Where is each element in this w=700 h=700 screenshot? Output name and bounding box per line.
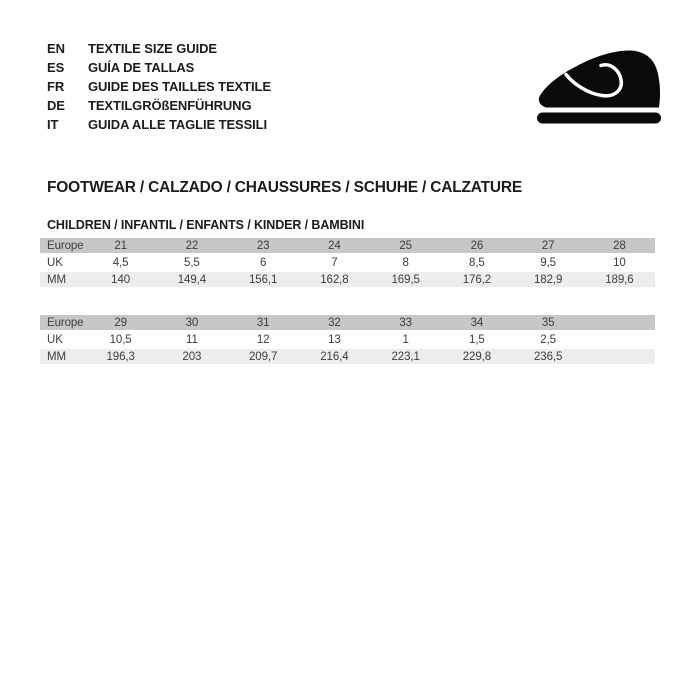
size-cell: 25	[399, 239, 412, 252]
size-cell: 34	[470, 316, 484, 329]
size-cell: 26	[470, 239, 484, 252]
size-cell: 31	[256, 316, 270, 329]
language-code: FR	[47, 79, 65, 94]
size-cell: 1,5	[469, 333, 485, 346]
size-cell: 8	[402, 256, 409, 269]
row-label: MM	[47, 350, 66, 363]
row-label: MM	[47, 273, 66, 286]
size-cell: 28	[613, 239, 626, 252]
row-label: UK	[47, 256, 63, 269]
language-title: GUIDA ALLE TAGLIE TESSILI	[88, 117, 268, 132]
size-cell: 30	[185, 316, 199, 329]
size-cell: 10	[613, 256, 626, 269]
size-cell: 1	[402, 333, 409, 346]
table-row-uk: UK 10,5 11 12 13 1 1,5 2,5	[40, 332, 655, 347]
language-row-en: EN TEXTILE SIZE GUIDE	[47, 39, 271, 58]
language-title: TEXTILGRÖßENFÜHRUNG	[88, 98, 252, 113]
table-row-europe: Europe 29 30 31 32 33 34 35	[40, 315, 655, 330]
row-label: UK	[47, 333, 63, 346]
language-code: EN	[47, 41, 65, 56]
size-cell: 11	[186, 333, 198, 346]
size-cell: 140	[111, 273, 131, 286]
size-cell: 149,4	[177, 273, 207, 286]
language-code: DE	[47, 98, 65, 113]
table-row-mm: MM 140 149,4 156,1 162,8 169,5 176,2 182…	[40, 272, 655, 287]
language-title: GUIDE DES TAILLES TEXTILE	[88, 79, 271, 94]
size-cell: 223,1	[391, 350, 420, 363]
size-cell: 21	[114, 239, 127, 252]
size-table-eu-21-28: Europe 21 22 23 24 25 26 27 28 UK 4,5 5,…	[40, 238, 655, 287]
size-cell: 209,7	[248, 350, 278, 363]
size-cell: 176,2	[462, 273, 492, 286]
size-cell: 13	[328, 333, 341, 346]
language-code: IT	[47, 117, 59, 132]
size-cell: 32	[328, 316, 341, 329]
size-cell: 216,4	[320, 350, 349, 363]
row-label: Europe	[47, 239, 84, 252]
size-cell: 182,9	[533, 273, 563, 286]
size-table-eu-29-35: Europe 29 30 31 32 33 34 35 UK 10,5 11 1…	[40, 315, 655, 364]
size-cell: 29	[114, 316, 127, 329]
language-title-list: EN TEXTILE SIZE GUIDE ES GUÍA DE TALLAS …	[47, 39, 271, 134]
language-title: TEXTILE SIZE GUIDE	[88, 41, 217, 56]
table-row-mm: MM 196,3 203 209,7 216,4 223,1 229,8 236…	[40, 349, 655, 364]
size-cell: 33	[399, 316, 412, 329]
size-cell: 169,5	[391, 273, 420, 286]
size-cell: 8,5	[469, 256, 485, 269]
language-title: GUÍA DE TALLAS	[88, 60, 195, 75]
size-cell: 22	[185, 239, 199, 252]
size-cell: 4,5	[112, 256, 129, 269]
size-cell: 27	[541, 239, 555, 252]
size-cell: 24	[328, 239, 341, 252]
size-cell: 7	[331, 256, 338, 269]
language-code: ES	[47, 60, 65, 75]
size-cell: 156,1	[248, 273, 278, 286]
language-row-it: IT GUIDA ALLE TAGLIE TESSILI	[47, 115, 271, 134]
size-cell: 23	[256, 239, 270, 252]
language-row-fr: FR GUIDE DES TAILLES TEXTILE	[47, 77, 271, 96]
size-cell: 203	[182, 350, 202, 363]
size-cell: 10,5	[109, 333, 132, 346]
size-cell: 2,5	[540, 333, 556, 346]
language-row-de: DE TEXTILGRÖßENFÜHRUNG	[47, 96, 271, 115]
table-row-uk: UK 4,5 5,5 6 7 8 8,5 9,5 10	[40, 255, 655, 270]
table-row-europe: Europe 21 22 23 24 25 26 27 28	[40, 238, 655, 253]
size-cell: 236,5	[533, 350, 563, 363]
size-cell: 35	[541, 316, 555, 329]
size-cell: 12	[256, 333, 270, 346]
section-title-footwear: FOOTWEAR / CALZADO / CHAUSSURES / SCHUHE…	[47, 179, 522, 196]
children-shoe-icon	[536, 47, 662, 124]
row-label: Europe	[47, 316, 84, 329]
size-cell: 162,8	[320, 273, 349, 286]
size-cell: 6	[259, 256, 267, 269]
size-cell: 5,5	[184, 256, 200, 269]
size-cell: 196,3	[106, 350, 135, 363]
language-row-es: ES GUÍA DE TALLAS	[47, 58, 271, 77]
size-cell: 229,8	[462, 350, 492, 363]
size-cell: 189,6	[605, 273, 634, 286]
size-cell: 9,5	[540, 256, 556, 269]
subsection-title-children: CHILDREN / INFANTIL / ENFANTS / KINDER /…	[47, 218, 365, 232]
